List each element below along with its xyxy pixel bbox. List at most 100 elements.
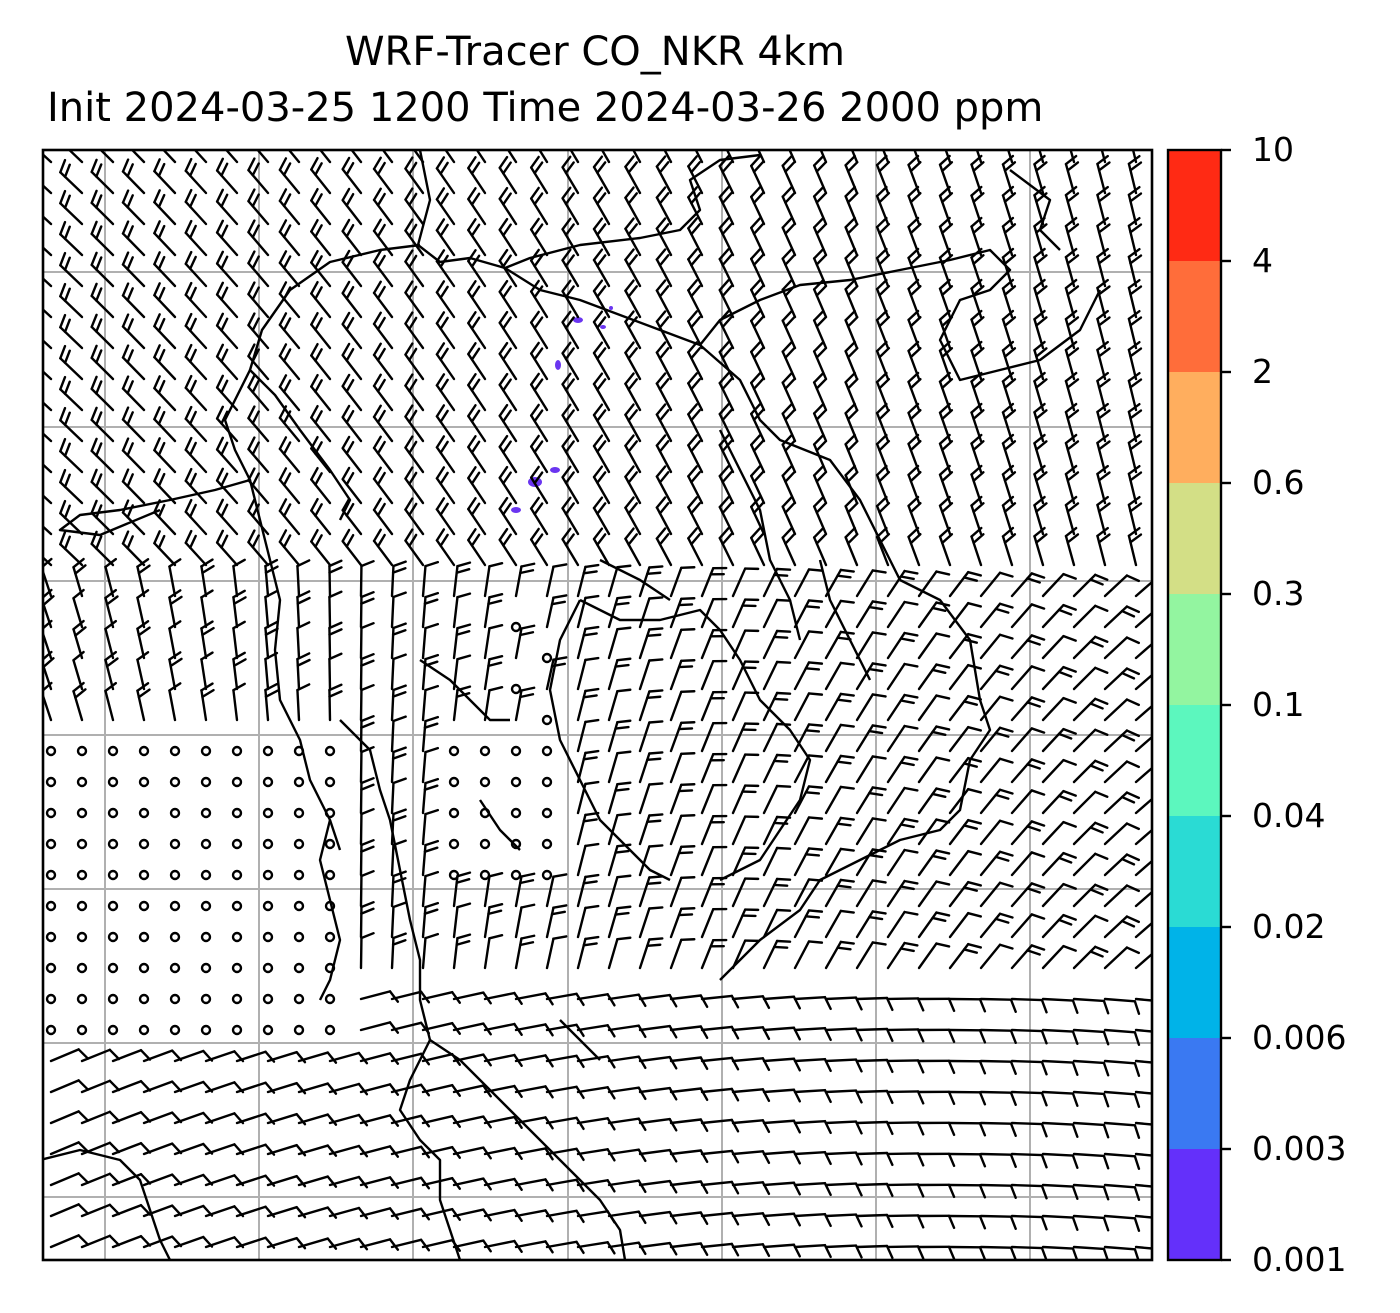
calm-circle-icon — [107, 1024, 119, 1036]
wind-barb-icon — [1010, 603, 1046, 629]
wind-barb-icon — [917, 1152, 956, 1168]
calm-circle-icon — [293, 807, 305, 819]
wind-barb-icon — [687, 465, 704, 505]
calm-circle-icon — [45, 807, 57, 819]
wind-barb-icon — [917, 663, 951, 691]
calm-circle-icon — [231, 838, 243, 850]
wind-barb-icon — [855, 848, 887, 877]
colorbar-segment — [1168, 483, 1221, 595]
wind-barb-icon — [762, 877, 792, 908]
wind-barb-icon — [718, 155, 735, 195]
calm-circle-icon — [138, 993, 150, 1005]
calm-circle-icon — [231, 900, 243, 912]
wind-barb-icon — [793, 909, 824, 939]
wind-barb-icon — [638, 813, 664, 846]
wind-barb-icon — [297, 1113, 338, 1126]
wind-barb-icon — [529, 248, 549, 288]
wind-barb-icon — [224, 150, 239, 164]
wind-barb-icon — [1103, 667, 1140, 691]
wind-barb-icon — [184, 312, 208, 350]
wind-barb-icon — [80, 1203, 121, 1218]
wind-barb-icon — [669, 628, 696, 660]
calm-circle-icon — [169, 900, 181, 912]
wind-barb-icon — [452, 902, 472, 939]
wind-barb-icon — [310, 156, 332, 195]
wind-barb-icon — [529, 310, 549, 350]
tracer-patch — [555, 360, 561, 370]
wind-barb-icon — [359, 683, 375, 722]
wind-barb-icon — [1041, 1214, 1079, 1231]
wind-barb-icon — [49, 1203, 90, 1218]
wind-barb-icon — [1134, 766, 1152, 784]
calm-circle-icon — [107, 869, 119, 881]
calm-circle-icon — [107, 931, 119, 943]
wind-barb-icon — [1103, 698, 1140, 722]
wind-barb-icon — [184, 250, 208, 288]
wind-barb-icon — [168, 651, 183, 691]
chart-title-line1: WRF-Tracer CO_NKR 4km — [344, 29, 846, 75]
wind-barb-icon — [750, 186, 766, 226]
wind-barb-icon — [700, 876, 728, 908]
wind-barb-icon — [412, 150, 425, 164]
wind-barb-icon — [452, 623, 472, 660]
wind-barb-icon — [545, 935, 568, 970]
wind-barb-icon — [1127, 216, 1143, 257]
wind-barb-icon — [173, 1080, 214, 1094]
wind-barb-icon — [638, 993, 678, 1008]
wind-barb-icon — [561, 434, 580, 474]
wind-barb-icon — [341, 373, 363, 412]
wind-barb-icon — [762, 908, 792, 939]
wind-barb-icon — [855, 1089, 894, 1105]
calm-circle-icon — [107, 900, 119, 912]
wind-barb-icon — [59, 530, 84, 567]
calm-circle-icon — [76, 900, 88, 912]
calm-circle-icon — [45, 993, 57, 1005]
wind-barb-icon — [247, 405, 270, 443]
coastline — [398, 1039, 462, 1260]
wind-barb-icon — [1103, 853, 1140, 877]
wind-barb-icon — [687, 341, 704, 381]
wind-barb-icon — [310, 404, 332, 443]
calm-circle-icon — [510, 745, 522, 757]
wind-barb-icon — [1096, 154, 1111, 195]
map-gridlines — [43, 150, 1152, 1260]
wind-barb-icon — [624, 527, 642, 567]
wind-barb-icon — [757, 150, 766, 164]
wind-barb-icon — [1127, 402, 1143, 443]
wind-barb-icon — [731, 567, 760, 598]
wind-barb-icon — [247, 498, 270, 536]
wind-barb-icon — [421, 560, 440, 598]
wind-barb-icon — [948, 942, 982, 970]
wind-barb-icon — [1064, 340, 1080, 381]
wind-barb-icon — [655, 341, 673, 381]
wind-barb-icon — [498, 279, 518, 319]
wind-barb-icon — [819, 150, 828, 164]
wind-barb-icon — [121, 468, 146, 505]
wind-barb-icon — [1010, 1121, 1048, 1138]
wind-barb-icon — [979, 1028, 1017, 1044]
wind-barb-icon — [592, 310, 611, 350]
calm-circle-icon — [510, 869, 522, 881]
wind-barb-icon — [731, 784, 760, 815]
calm-circle-icon — [510, 838, 522, 850]
calm-circle-icon — [231, 993, 243, 1005]
wind-barb-icon — [404, 435, 425, 474]
wind-barb-icon — [49, 1234, 90, 1249]
wind-barb-icon — [372, 311, 394, 350]
wind-barb-icon — [669, 1025, 709, 1040]
wind-barb-icon — [979, 881, 1014, 908]
wind-barb-icon — [1103, 822, 1140, 846]
wind-barb-icon — [812, 402, 828, 443]
wind-barb-icon — [59, 437, 84, 474]
calm-circle-icon — [76, 962, 88, 974]
wind-barb-icon — [750, 341, 766, 381]
calm-circle-icon — [200, 962, 212, 974]
wind-barb-icon — [718, 186, 735, 226]
wind-barb-icon — [624, 279, 642, 319]
wind-barb-icon — [979, 695, 1014, 722]
calm-circle-icon — [541, 714, 553, 726]
wind-barb-icon — [1010, 1152, 1048, 1169]
wind-barb-icon — [979, 997, 1017, 1013]
wind-barb-icon — [812, 278, 828, 319]
wind-barb-icon — [781, 216, 797, 257]
